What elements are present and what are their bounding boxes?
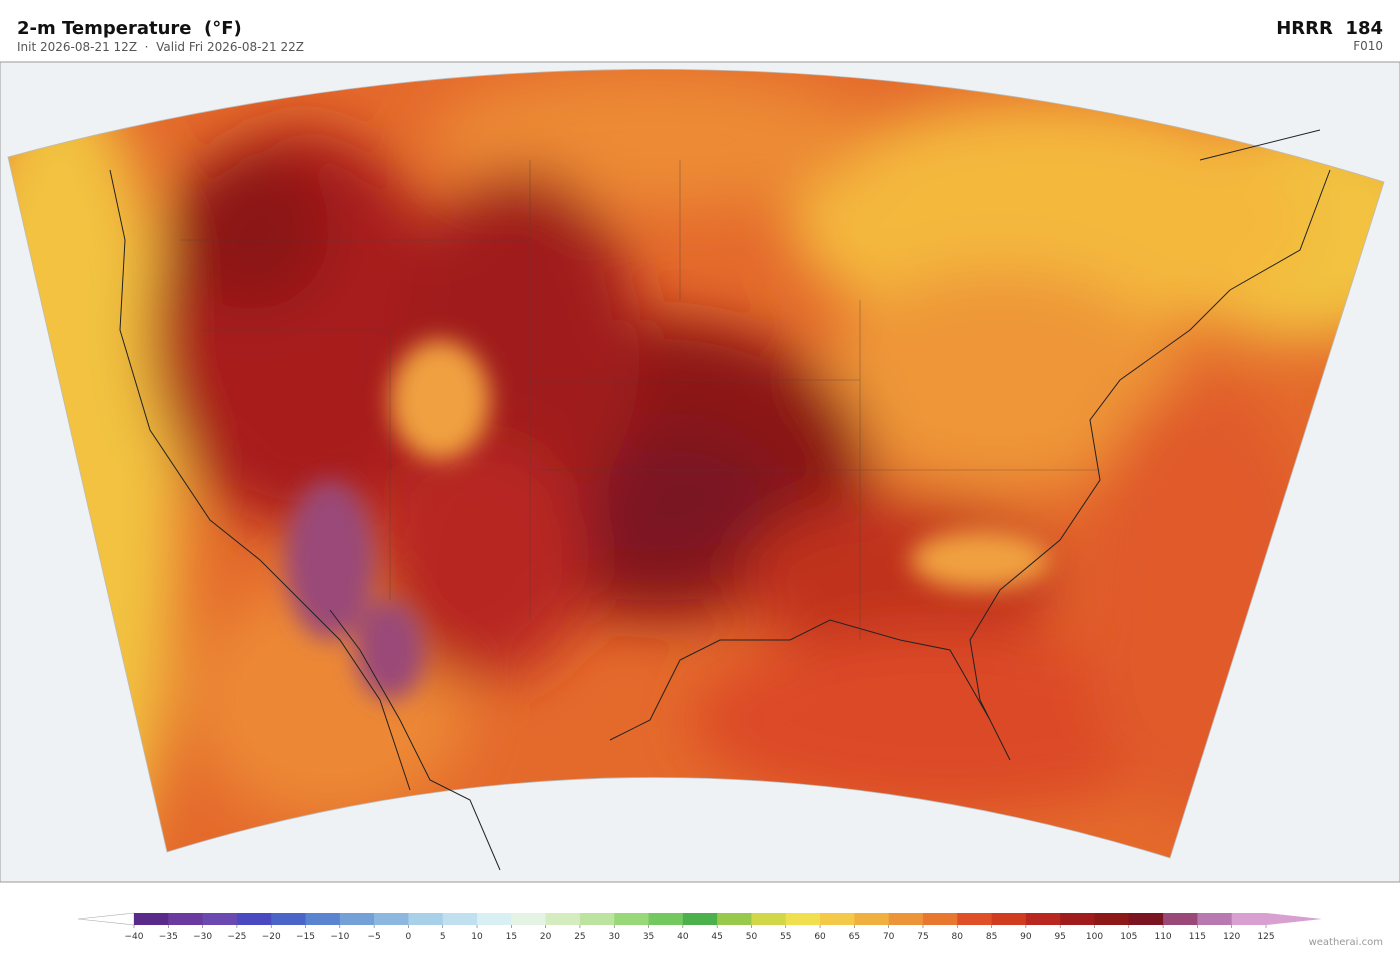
colorbar-tick-label: −10 [330,932,349,942]
colorbar-tick-label: 80 [952,932,964,942]
colorbar-segment [134,913,169,925]
colorbar-tick-label: 60 [814,932,826,942]
colorbar-segment [579,913,615,925]
colorbar-tick-label: −20 [262,932,281,942]
colorbar-tick-label: 45 [711,932,722,942]
colorbar-tick-label: 10 [471,932,483,942]
colorbar-segment [991,913,1027,925]
colorbar-tick-label: 105 [1120,932,1137,942]
colorbar-extend-low [77,912,135,926]
colorbar-tick-label: 15 [506,932,517,942]
colorbar-tick-label: 30 [609,932,621,942]
colorbar-segment [751,913,787,925]
colorbar-extend-high [1266,913,1322,925]
colorbar: −40 −35 −30 −25 −20 −15 −10 −5 0 5 10 15 20 25 30 35 40 4… [77,912,1322,942]
colorbar-segment [1197,913,1233,925]
colorbar-segment [339,913,375,925]
colorbar-segment [1231,913,1267,925]
colorbar-tick-label: −15 [296,932,315,942]
colorbar-segment [1094,913,1130,925]
colorbar-tick-label: 65 [849,932,860,942]
colorbar-tick-label: −35 [159,932,178,942]
subtitle: Init 2026-08-21 12Z · Valid Fri 2026-08-… [17,40,304,54]
colorbar-segment [717,913,752,925]
colorbar-tick-label: 75 [917,932,928,942]
colorbar-tick-label: 0 [406,932,412,942]
colorbar-segment [168,913,204,925]
credit: weatherai.com [1309,937,1383,948]
colorbar-tick-label: 90 [1020,932,1032,942]
map [0,61,1400,883]
colorbar-segment [1163,913,1198,925]
colorbar-tick-label: 70 [883,932,895,942]
colorbar-segment [682,913,718,925]
colorbar-tick-label: 110 [1154,932,1171,942]
colorbar-segment [888,913,924,925]
colorbar-tick-label: 120 [1223,932,1240,942]
colorbar-tick-label: −5 [367,932,380,942]
colorbar-segment [1060,913,1095,925]
colorbar-segment [477,913,512,925]
colorbar-tick-label: 100 [1086,932,1103,942]
colorbar-segment [1025,913,1061,925]
colorbar-segment [648,913,684,925]
model: HRRR 184 [1276,18,1383,39]
title: 2-m Temperature (°F) [17,18,242,39]
colorbar-segment [511,913,547,925]
colorbar-tick-label: 35 [643,932,654,942]
colorbar-tick-label: −25 [227,932,246,942]
colorbar-tick-label: −30 [193,932,212,942]
colorbar-tick-label: 20 [540,932,552,942]
colorbar-tick-label: 5 [440,932,446,942]
colorbar-segment [271,913,307,925]
colorbar-tick-label: 125 [1257,932,1274,942]
colorbar-segment [854,913,890,925]
colorbar-tick-label: 85 [986,932,997,942]
colorbar-segment [408,913,444,925]
colorbar-segment [1128,913,1164,925]
colorbar-segment [202,913,238,925]
colorbar-segment [305,913,341,925]
colorbar-segment [614,913,650,925]
colorbar-segment [374,913,409,925]
colorbar-tick-label: 25 [574,932,585,942]
temperature-field [8,69,1384,858]
forecast-hour: F010 [1353,39,1383,53]
colorbar-tick-label: 115 [1189,932,1206,942]
colorbar-tick-label: −40 [125,932,144,942]
colorbar-segment [236,913,272,925]
colorbar-segment [785,913,821,925]
colorbar-segment [922,913,958,925]
colorbar-segment [957,913,993,925]
colorbar-segment [442,913,478,925]
state-lines [180,160,1100,640]
colorbar-segment [545,913,581,925]
colorbar-tick-label: 95 [1054,932,1065,942]
colorbar-tick-label: 40 [677,932,689,942]
colorbar-tick-label: 55 [780,932,791,942]
coastline [109,129,1331,871]
colorbar-tick-label: 50 [746,932,758,942]
colorbar-segment [820,913,855,925]
